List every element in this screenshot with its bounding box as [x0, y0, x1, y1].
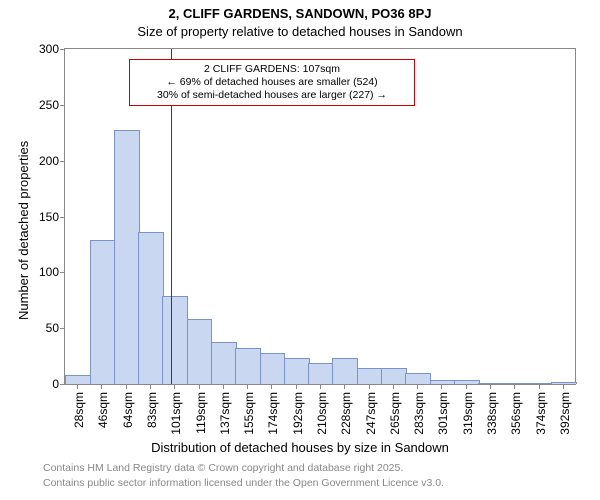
histogram-bar [162, 296, 188, 384]
x-tick-mark [441, 384, 442, 389]
y-tick-mark [60, 384, 65, 385]
chart-title: 2, CLIFF GARDENS, SANDOWN, PO36 8PJ [0, 6, 600, 21]
x-tick-mark [150, 384, 151, 389]
histogram-bar [114, 130, 140, 384]
footer-line-1: Contains HM Land Registry data © Crown c… [43, 462, 403, 474]
x-tick-mark [126, 384, 127, 389]
x-tick-mark [514, 384, 515, 389]
x-tick-mark [271, 384, 272, 389]
x-tick-label: 64sqm [117, 392, 135, 428]
histogram-bar [260, 353, 286, 384]
x-tick-label: 301sqm [432, 392, 450, 435]
y-tick-mark [60, 328, 65, 329]
y-axis-label: Number of detached properties [16, 141, 31, 320]
x-tick-mark [563, 384, 564, 389]
x-tick-label: 46sqm [92, 392, 110, 428]
y-tick-mark [60, 272, 65, 273]
x-tick-mark [247, 384, 248, 389]
histogram-bar [187, 319, 213, 384]
x-tick-label: 210sqm [311, 392, 329, 435]
x-tick-mark [320, 384, 321, 389]
x-tick-mark [199, 384, 200, 389]
x-tick-label: 137sqm [214, 392, 232, 435]
histogram-bar [138, 232, 164, 384]
histogram-bar [405, 373, 431, 384]
chart-container: 2, CLIFF GARDENS, SANDOWN, PO36 8PJ Size… [0, 0, 600, 500]
x-tick-mark [101, 384, 102, 389]
x-tick-mark [417, 384, 418, 389]
annotation-box: 2 CLIFF GARDENS: 107sqm← 69% of detached… [129, 59, 415, 106]
y-tick-mark [60, 161, 65, 162]
chart-subtitle: Size of property relative to detached ho… [0, 24, 600, 39]
x-tick-label: 28sqm [68, 392, 86, 428]
histogram-bar [332, 358, 358, 384]
x-tick-mark [539, 384, 540, 389]
x-tick-label: 101sqm [165, 392, 183, 435]
histogram-bar [284, 358, 310, 384]
histogram-bar [235, 348, 261, 384]
x-tick-label: 155sqm [238, 392, 256, 435]
y-tick-mark [60, 217, 65, 218]
x-tick-mark [296, 384, 297, 389]
y-tick-mark [60, 105, 65, 106]
x-tick-label: 119sqm [190, 392, 208, 434]
histogram-bar [357, 368, 383, 384]
x-tick-label: 374sqm [530, 392, 548, 435]
x-tick-mark [393, 384, 394, 389]
histogram-bar [381, 368, 407, 384]
x-tick-mark [369, 384, 370, 389]
x-tick-label: 356sqm [505, 392, 523, 435]
x-tick-mark [77, 384, 78, 389]
x-tick-label: 283sqm [408, 392, 426, 435]
histogram-bar [90, 240, 116, 384]
x-tick-label: 338sqm [481, 392, 499, 435]
x-tick-label: 319sqm [457, 392, 475, 435]
x-tick-mark [223, 384, 224, 389]
x-tick-label: 392sqm [554, 392, 572, 435]
x-tick-label: 192sqm [287, 392, 305, 435]
x-tick-label: 265sqm [384, 392, 402, 435]
x-tick-label: 247sqm [360, 392, 378, 435]
annotation-line: ← 69% of detached houses are smaller (52… [136, 76, 408, 89]
x-axis-label: Distribution of detached houses by size … [0, 440, 600, 455]
x-tick-label: 83sqm [141, 392, 159, 428]
footer-line-2: Contains public sector information licen… [43, 477, 444, 489]
x-tick-mark [344, 384, 345, 389]
histogram-bar [551, 382, 577, 384]
y-tick-mark [60, 49, 65, 50]
annotation-line: 2 CLIFF GARDENS: 107sqm [136, 63, 408, 76]
annotation-line: 30% of semi-detached houses are larger (… [136, 89, 408, 102]
histogram-bar [308, 363, 334, 384]
histogram-bar [454, 380, 480, 384]
histogram-bar [211, 342, 237, 384]
x-tick-mark [466, 384, 467, 389]
x-tick-mark [174, 384, 175, 389]
plot-area: 05010015020025030028sqm46sqm64sqm83sqm10… [64, 48, 576, 385]
x-tick-label: 228sqm [335, 392, 353, 435]
x-tick-label: 174sqm [262, 392, 280, 435]
x-tick-mark [490, 384, 491, 389]
histogram-bar [65, 375, 91, 384]
